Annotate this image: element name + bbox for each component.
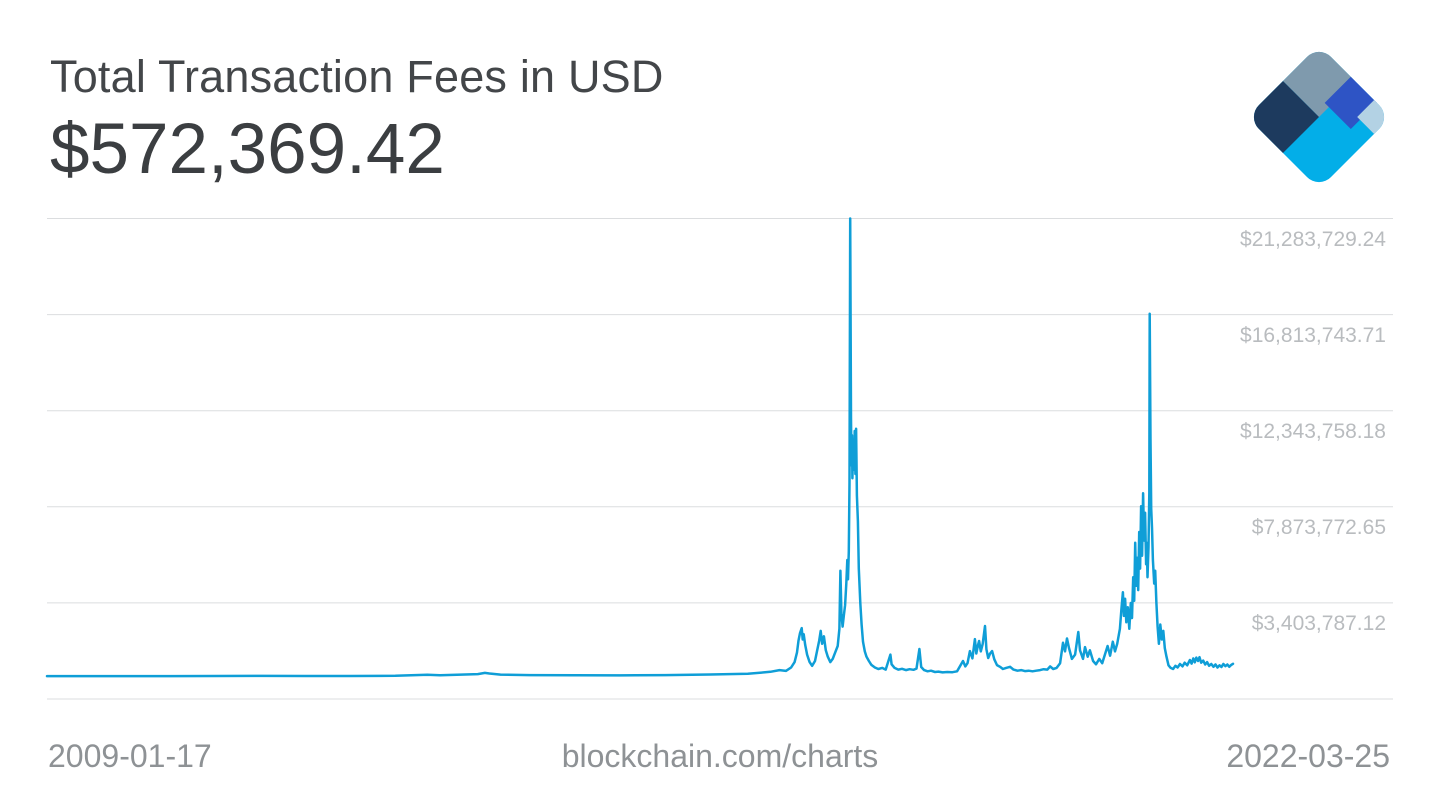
blockchain-logo-icon [1246, 44, 1392, 190]
x-axis-start-date: 2009-01-17 [48, 738, 212, 774]
current-value: $572,369.42 [50, 110, 445, 189]
y-axis-label: $16,813,743.71 [1240, 323, 1386, 347]
y-axis-label: $21,283,729.24 [1240, 227, 1386, 251]
fees-line-series [45, 217, 1235, 678]
y-axis-label: $12,343,758.18 [1240, 419, 1386, 443]
y-axis-label: $7,873,772.65 [1251, 515, 1386, 539]
page-title: Total Transaction Fees in USD [50, 51, 664, 102]
logo-navy-segment [1246, 80, 1319, 154]
y-axis-label: $3,403,787.12 [1251, 611, 1386, 635]
watermark: blockchain.com/charts [561, 738, 879, 774]
x-axis-end-date: 2022-03-25 [1226, 738, 1390, 774]
